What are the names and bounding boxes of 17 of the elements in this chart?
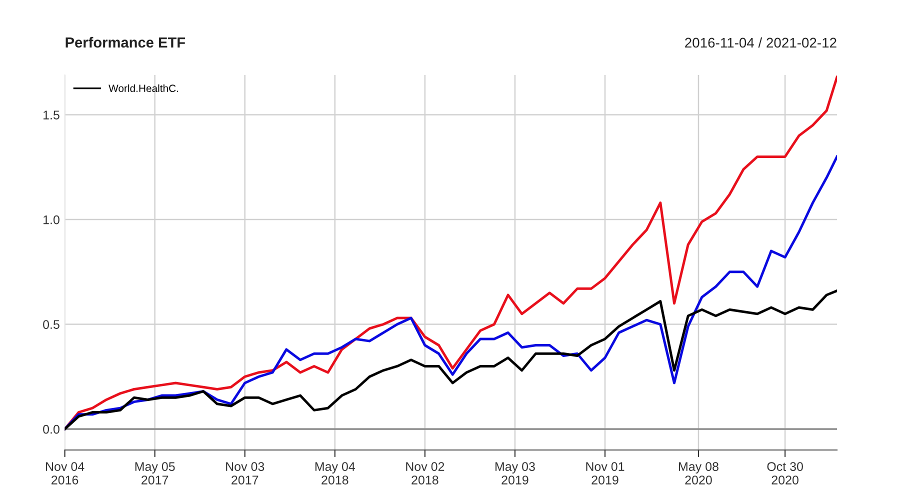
x-tick-label: Nov 01 2019 (586, 462, 624, 484)
x-tick-label: May 05 2017 (135, 462, 175, 484)
x-tick-label: Nov 04 2016 (46, 462, 84, 484)
x-tick-label: Nov 03 2017 (226, 462, 264, 484)
chart-subtitle: 2016-11-04 / 2021-02-12 (685, 37, 836, 48)
y-tick-label: 1.0 (44, 215, 60, 224)
chart-title: Performance ETF (66, 36, 186, 48)
line-series (64, 290, 837, 430)
legend-label: World.HealthC. (108, 84, 178, 92)
x-tick-label: Nov 02 2018 (406, 462, 444, 484)
y-tick-label: 1.5 (44, 110, 60, 120)
y-tick-label: 0.5 (43, 320, 60, 329)
x-tick-label: May 04 2018 (315, 462, 356, 484)
x-tick-label: May 03 2019 (495, 462, 535, 484)
x-tick-label: May 08 2020 (679, 462, 718, 484)
y-tick-label: 0.0 (43, 424, 60, 434)
x-tick-label: Oct 30 2020 (767, 462, 803, 484)
